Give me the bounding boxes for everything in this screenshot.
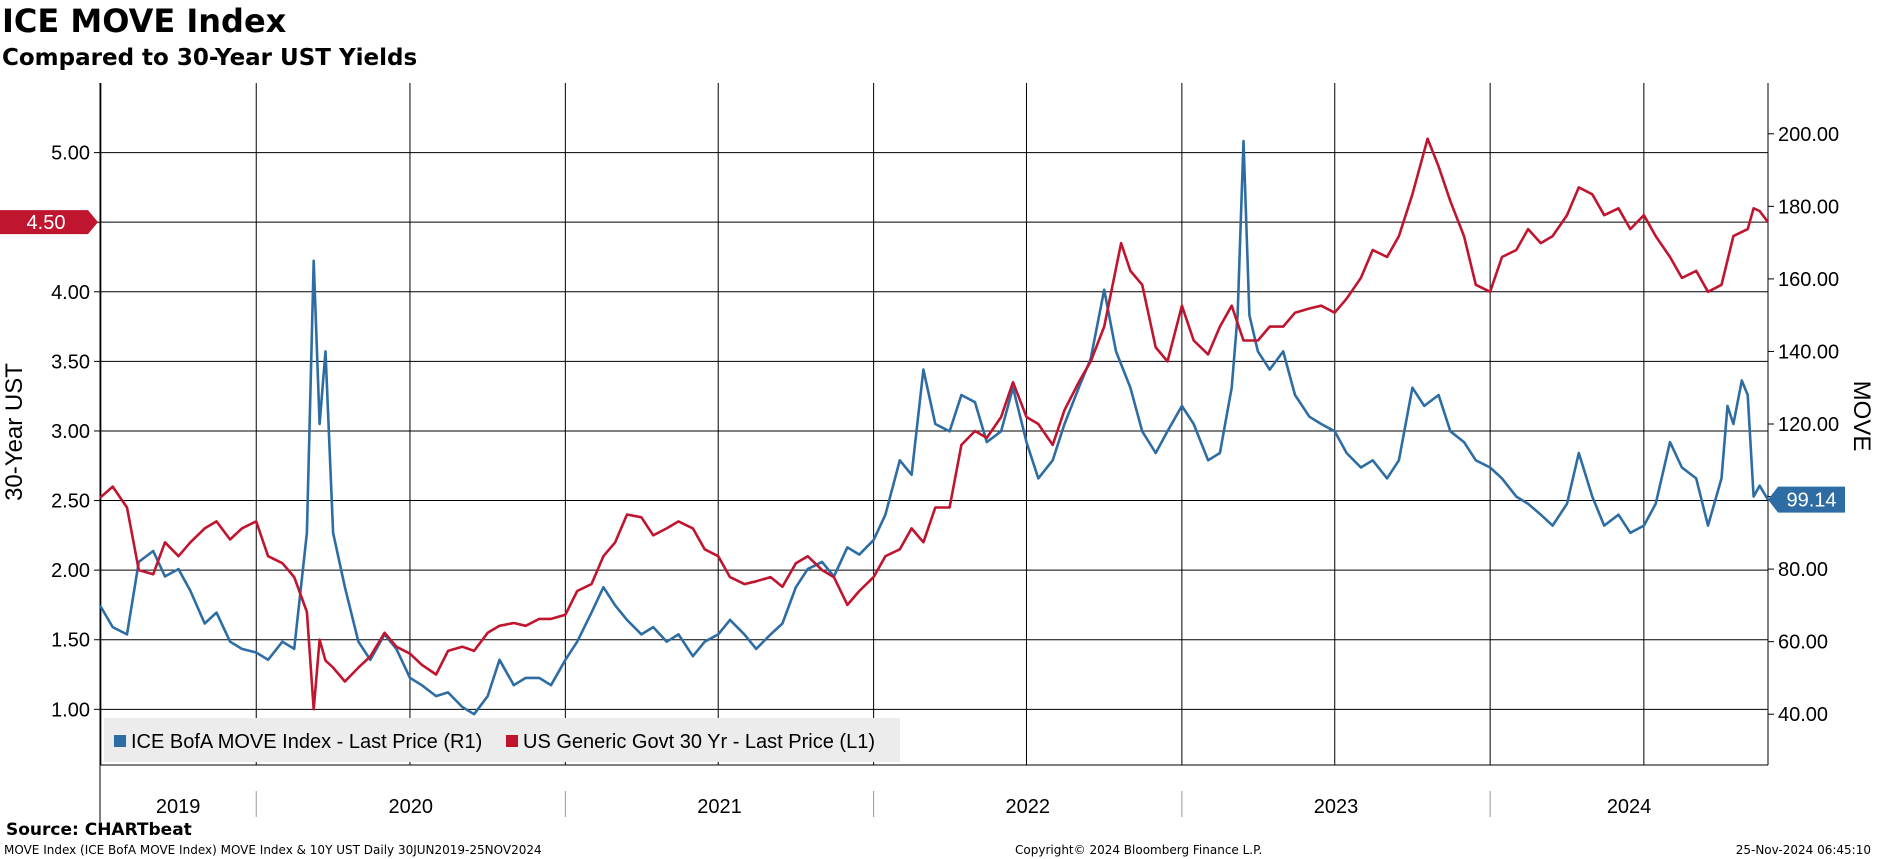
right-tick-label: 200.00 <box>1778 124 1839 146</box>
left-axis-title: 30-Year UST <box>1 363 28 501</box>
year-label: 2021 <box>697 796 742 818</box>
right-tick-label: 60.00 <box>1778 632 1828 654</box>
legend: ICE BofA MOVE Index - Last Price (R1) US … <box>104 718 900 762</box>
left-tick-label: 3.50 <box>51 351 90 373</box>
right-tick-label: 40.00 <box>1778 704 1828 726</box>
legend-swatch <box>506 735 518 747</box>
left-tick-label: 3.00 <box>51 421 90 443</box>
footer-description: MOVE Index (ICE BofA MOVE Index) MOVE In… <box>4 843 542 857</box>
legend-label: ICE BofA MOVE Index - Last Price (R1) <box>131 731 482 753</box>
last-value-label-ust: 4.50 <box>27 212 66 234</box>
series-lines <box>98 137 1770 716</box>
year-label: 2023 <box>1314 796 1359 818</box>
legend-box <box>104 718 900 762</box>
year-label: 2024 <box>1607 796 1652 818</box>
left-tick-label: 2.50 <box>51 491 90 513</box>
left-tick-label: 5.00 <box>51 143 90 165</box>
last-value-badges: 99.14 4.50 <box>0 210 1845 513</box>
chart-title: ICE MOVE Index <box>2 2 287 40</box>
right-tick-label: 180.00 <box>1778 196 1839 218</box>
left-tick-label: 1.50 <box>51 630 90 652</box>
right-tick-label: 120.00 <box>1778 414 1839 436</box>
axes: 1.00 1.50 2.00 2.50 3.00 3.50 4.00 4.50 5.00 40.0… <box>1 83 1875 822</box>
series-line-ust-30y <box>99 137 1770 711</box>
grid-lines <box>100 83 1768 765</box>
footer-timestamp: 25-Nov-2024 06:45:10 <box>1735 843 1871 857</box>
legend-label: US Generic Govt 30 Yr - Last Price (L1) <box>523 731 875 753</box>
last-value-label-move: 99.14 <box>1786 490 1836 512</box>
last-value-badge-ust <box>0 210 98 235</box>
chart-subtitle: Compared to 30-Year UST Yields <box>2 45 418 71</box>
legend-swatch <box>114 735 126 747</box>
left-tick-label: 2.00 <box>51 560 90 582</box>
right-tick-label: 160.00 <box>1778 269 1839 291</box>
year-label: 2022 <box>1005 796 1050 818</box>
last-value-badge-move <box>1768 486 1845 513</box>
left-tick-label: 4.00 <box>51 282 90 304</box>
left-tick-label: 1.00 <box>51 699 90 721</box>
footer-copyright: Copyright© 2024 Bloomberg Finance L.P. <box>1015 843 1263 857</box>
source-note: Source: CHARTbeat <box>6 820 192 840</box>
right-tick-label: 80.00 <box>1778 559 1828 581</box>
right-axis-title: MOVE <box>1848 381 1875 452</box>
year-label: 2019 <box>156 796 201 818</box>
year-label: 2020 <box>389 796 434 818</box>
right-tick-label: 140.00 <box>1778 341 1839 363</box>
